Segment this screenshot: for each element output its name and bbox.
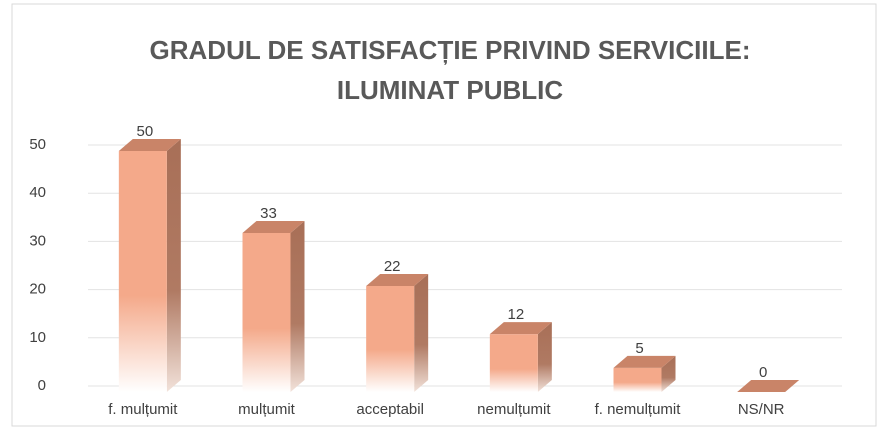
value-label: 33 bbox=[260, 205, 277, 222]
x-tick-label: nemulțumit bbox=[477, 401, 551, 418]
bar bbox=[242, 220, 305, 392]
bar-side bbox=[414, 273, 429, 392]
value-label: 0 bbox=[759, 364, 767, 381]
x-tick-label: f. nemulțumit bbox=[595, 401, 682, 418]
value-label: 22 bbox=[384, 258, 401, 275]
value-label: 50 bbox=[136, 123, 153, 140]
value-label: 12 bbox=[507, 306, 524, 323]
x-tick-label: mulțumit bbox=[238, 401, 296, 418]
bar-front bbox=[613, 367, 662, 392]
bar-top bbox=[737, 380, 800, 392]
bar-side bbox=[290, 220, 305, 392]
chart-title: GRADUL DE SATISFACȚIE PRIVIND SERVICIILE… bbox=[150, 35, 751, 65]
y-tick-label: 30 bbox=[29, 232, 46, 249]
bar bbox=[489, 322, 552, 392]
bar bbox=[118, 139, 181, 392]
y-tick-label: 0 bbox=[38, 377, 46, 394]
bar-front bbox=[118, 151, 167, 392]
chart-title: ILUMINAT PUBLIC bbox=[337, 75, 563, 105]
x-tick-label: NS/NR bbox=[738, 401, 785, 418]
x-tick-label: acceptabil bbox=[356, 401, 424, 418]
bar-side bbox=[537, 322, 552, 392]
y-tick-label: 20 bbox=[29, 281, 46, 298]
y-tick-label: 40 bbox=[29, 184, 46, 201]
bar-top bbox=[118, 139, 181, 151]
bar-top bbox=[489, 322, 552, 335]
bar bbox=[737, 380, 800, 392]
bar-side bbox=[166, 139, 181, 392]
bar bbox=[613, 355, 676, 392]
value-label: 5 bbox=[635, 340, 643, 357]
chart-border bbox=[11, 3, 877, 427]
y-tick-label: 10 bbox=[29, 329, 46, 346]
bar-top bbox=[366, 273, 429, 286]
bar-front bbox=[242, 232, 291, 392]
bar bbox=[366, 273, 429, 392]
x-tick-label: f. mulțumit bbox=[108, 401, 178, 418]
bar-side bbox=[661, 355, 676, 392]
bar-front bbox=[366, 285, 415, 392]
bar-top bbox=[242, 220, 305, 233]
bar-front bbox=[489, 334, 538, 392]
y-tick-label: 50 bbox=[29, 136, 46, 153]
bar-top bbox=[613, 355, 676, 368]
